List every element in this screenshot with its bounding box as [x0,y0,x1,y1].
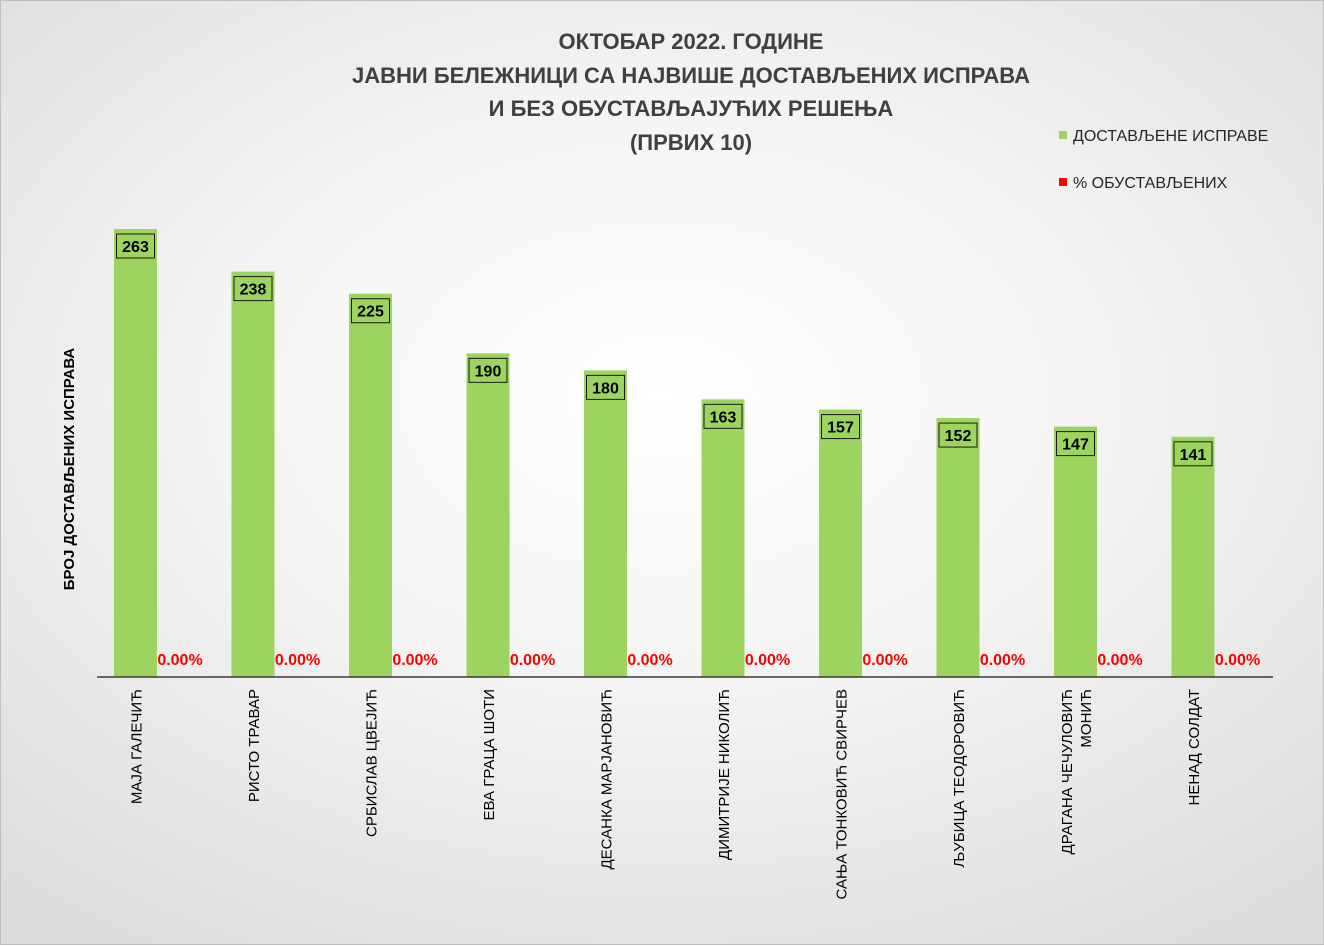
chart-title-line: ЈАВНИ БЕЛЕЖНИЦИ СА НАЈВИШЕ ДОСТАВЉЕНИХ И… [352,63,1030,88]
data-label: 263 [122,239,149,256]
x-tick-label: ДИМИТРИЈЕ НИКОЛИЋ [716,689,733,860]
data-label: 190 [475,363,502,380]
percent-label: 0.00% [392,652,437,669]
percent-label: 0.00% [157,652,202,669]
bar [701,399,745,677]
chart-title-line: И БЕЗ ОБУСТАВЉАЈУЋИХ РЕШЕЊА [489,96,894,121]
data-label: 141 [1180,447,1207,464]
bar [114,229,157,677]
x-tick-label: ЕВА ГРАЦА ШОТИ [481,689,498,820]
data-label-box [233,276,273,302]
chart-title-line: (ПРВИХ 10) [630,130,752,155]
data-label: 225 [357,304,384,321]
percent-label: 0.00% [862,652,907,669]
legend-label: % ОБУСТАВЉЕНИХ [1073,175,1228,192]
x-tick-label: СРБИСЛАВ ЦВЕЈИЋ [364,689,381,837]
data-label-box [821,414,860,440]
percent-label: 0.00% [1215,652,1260,669]
chart-title-line: ОКТОБАР 2022. ГОДИНЕ [559,29,824,54]
data-label: 180 [592,380,619,397]
percent-label: 0.00% [275,652,320,669]
data-label-box [586,374,625,400]
bar [466,353,510,677]
data-label: 147 [1062,437,1089,454]
x-tick-label: РИСТО ТРАВАР [246,689,263,802]
percent-label: 0.00% [1097,652,1142,669]
legend-swatch [1059,178,1067,186]
data-label-box [938,422,978,448]
x-tick-label: НЕНАД СОЛДАТ [1186,689,1203,806]
data-label-box [1173,441,1213,467]
data-label-box [1056,431,1095,457]
bar [1171,436,1215,677]
bar [349,293,392,677]
data-label: 238 [240,282,267,299]
x-tick-label: САЊА ТОНКОВИЋ СВИРЧЕВ [834,689,851,899]
percent-label: 0.00% [627,652,672,669]
bar [936,418,980,677]
x-tick-label: ДРАГАНА ЧЕЧУЛОВИЋ [1059,689,1076,854]
percent-label: 0.00% [510,652,555,669]
x-tick-label: МОНИЋ [1078,689,1095,748]
data-label: 152 [945,428,972,445]
x-tick-label: ДЕСАНКА МАРЈАНОВИЋ [599,689,616,870]
data-label-box [468,357,508,383]
legend-swatch [1059,131,1067,139]
legend-label: ДОСТАВЉЕНЕ ИСПРАВЕ [1073,128,1268,145]
data-label: 163 [710,409,737,426]
percent-label: 0.00% [980,652,1025,669]
bar [584,370,627,677]
x-tick-label: МАЈА ГАЛЕЧИЋ [129,689,146,804]
bar [231,271,275,677]
x-tick-label: ЉУБИЦА ТЕОДОРОВИЋ [951,689,968,868]
percent-label: 0.00% [745,652,790,669]
bar [1054,426,1097,677]
bar [819,409,862,677]
y-axis-label: БРОЈ ДОСТАВЉЕНИХ ИСПРАВА [61,348,78,591]
data-label-box [703,403,743,429]
data-label: 157 [827,420,854,437]
data-label-box [116,233,155,259]
data-label-box [351,298,390,324]
